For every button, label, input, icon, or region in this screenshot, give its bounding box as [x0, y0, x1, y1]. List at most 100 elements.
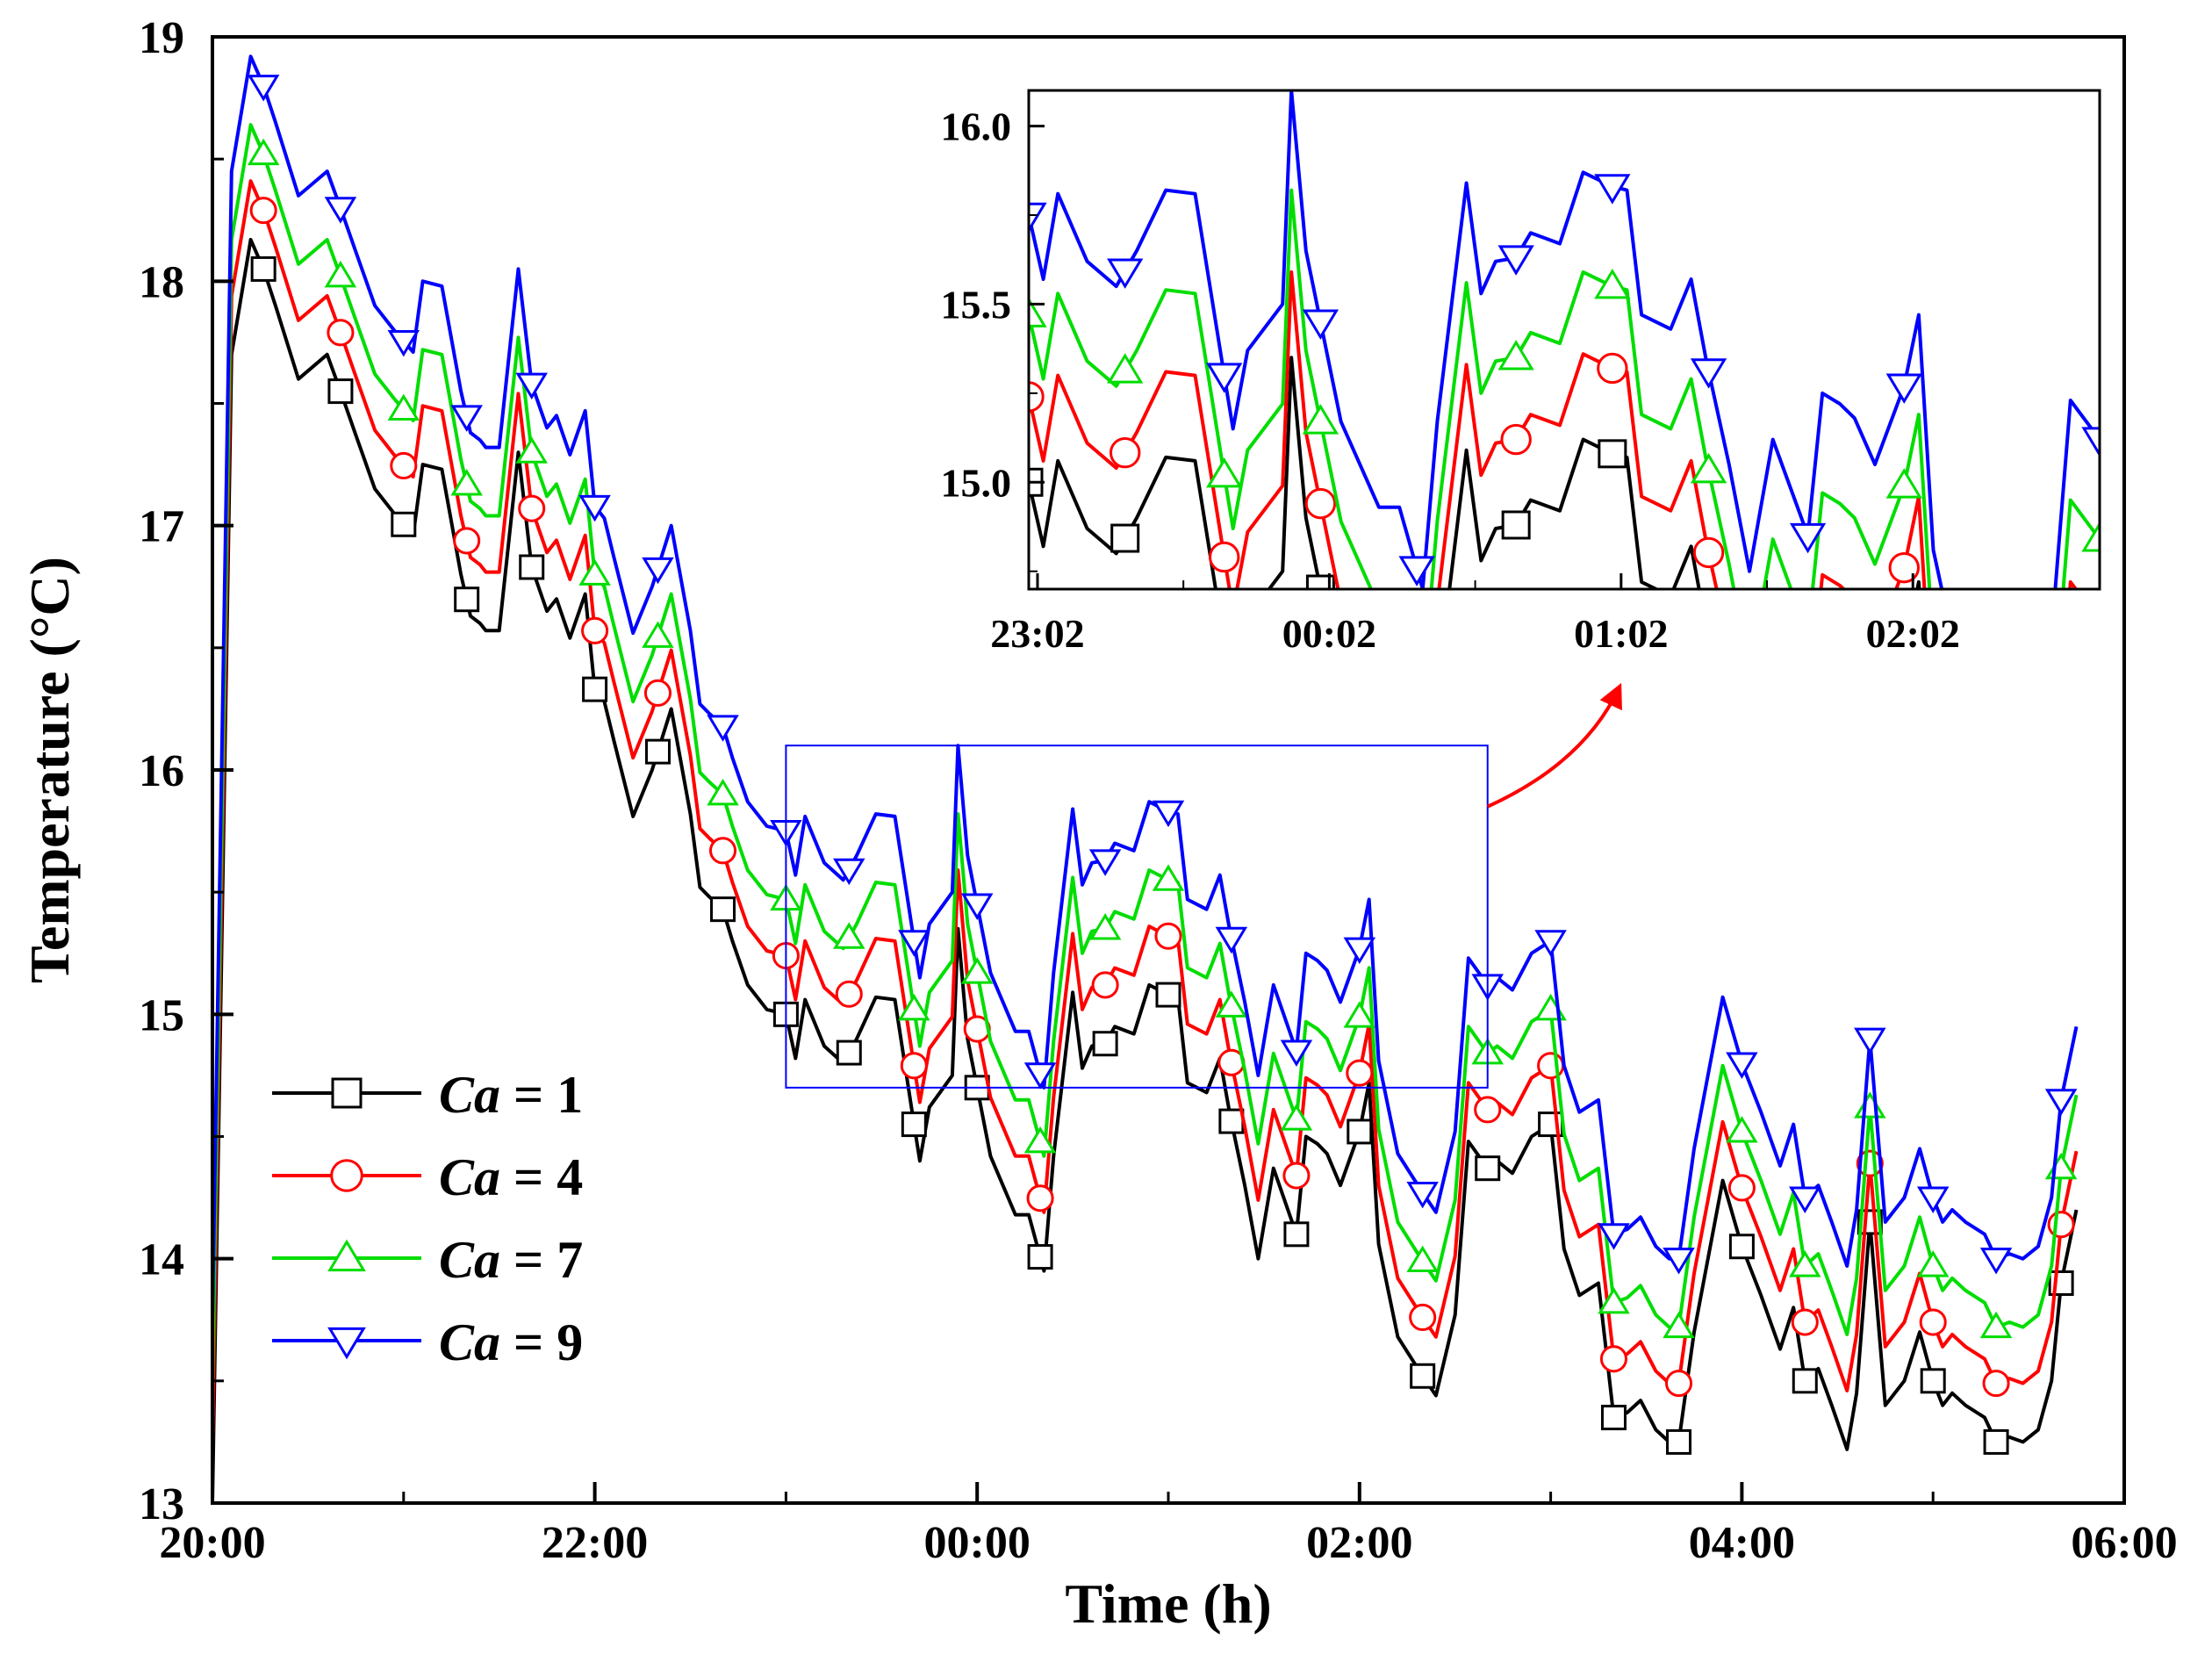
- inset-data-point-marker: [1302, 404, 1339, 435]
- legend-label: Ca = 9: [439, 1313, 583, 1371]
- series-line: [212, 238, 2079, 1503]
- inset-series-group: [1029, 90, 2100, 589]
- inset-data-point-marker: [1302, 309, 1339, 340]
- data-point-marker: [1280, 1040, 1313, 1067]
- data-point-marker: [1282, 1162, 1311, 1190]
- main-clip-group: [212, 54, 2079, 1503]
- data-point-marker: [1792, 1368, 1818, 1394]
- data-point-marker: [247, 75, 280, 102]
- y-tick-label: 15: [139, 990, 184, 1040]
- data-point-marker: [1982, 1370, 2010, 1398]
- data-point-marker: [2047, 1211, 2075, 1239]
- inset-series-line: [1029, 90, 2100, 589]
- y-tick-label: 16: [139, 746, 184, 796]
- x-tick-label: 00:00: [924, 1518, 1031, 1568]
- data-point-marker: [327, 378, 354, 405]
- data-point-marker: [1599, 1345, 1628, 1373]
- data-point-marker: [1154, 922, 1182, 950]
- legend: Ca = 1 Ca = 4 Ca = 7 Ca = 9: [272, 1066, 583, 1371]
- data-point-marker: [1726, 1052, 1758, 1079]
- inset-data-point-marker: [1029, 202, 1047, 234]
- x-tick-label: 02:00: [1306, 1518, 1412, 1568]
- data-point-marker: [1215, 990, 1248, 1018]
- data-point-marker: [387, 329, 420, 357]
- inset-series-line: [1029, 188, 2100, 589]
- data-point-marker: [519, 554, 545, 580]
- inset-data-point-marker: [1500, 423, 1532, 456]
- data-point-marker: [1218, 1108, 1245, 1134]
- inset-y-tick-label: 16.0: [941, 104, 1012, 149]
- data-point-marker: [900, 1052, 928, 1080]
- data-point-marker: [1979, 1248, 2013, 1275]
- inset-series-2: [1029, 270, 2079, 589]
- data-point-marker: [1088, 913, 1122, 940]
- inset-data-point-marker: [1690, 452, 1727, 484]
- inset-data-point-marker: [1110, 436, 1141, 469]
- x-tick-label: 22:00: [542, 1518, 648, 1568]
- x-tick-label: 20:00: [159, 1518, 265, 1568]
- data-point-marker: [1026, 1184, 1054, 1212]
- zoom-region-box: [785, 745, 1489, 1089]
- inset-chart: 23:02 00:02 01:02 02:02 15.0 15.5 16.0: [941, 89, 2101, 656]
- data-point-marker: [453, 527, 481, 555]
- legend-label: Ca = 1: [439, 1066, 583, 1124]
- data-point-marker: [1726, 1116, 1758, 1143]
- inset-y-tick-label: 15.5: [941, 282, 1012, 327]
- inset-data-point-marker: [1304, 487, 1337, 520]
- inset-data-point-marker: [1597, 352, 1628, 385]
- data-point-marker: [644, 738, 671, 765]
- data-point-marker: [515, 436, 548, 464]
- data-point-marker: [1666, 1428, 1692, 1455]
- legend-item-4: Ca = 9: [272, 1313, 583, 1371]
- inset-data-point-marker: [1885, 468, 1922, 499]
- data-point-marker: [1600, 1405, 1627, 1431]
- inset-x-tick-label: 02:02: [1866, 611, 1960, 656]
- y-axis-title: Temperature (°C): [18, 557, 81, 983]
- inset-data-point-marker: [1789, 522, 1827, 554]
- inset-x-tick-label: 00:02: [1282, 611, 1376, 656]
- data-point-marker: [2048, 1270, 2074, 1296]
- data-point-marker: [450, 469, 483, 496]
- data-point-marker: [1406, 1245, 1439, 1272]
- data-point-marker: [708, 837, 737, 865]
- inset-x-tick-label: 01:02: [1574, 611, 1668, 656]
- data-point-marker: [833, 858, 865, 886]
- data-point-marker: [836, 1040, 862, 1066]
- data-point-marker: [387, 393, 420, 421]
- inset-frame: [1027, 89, 2101, 591]
- data-point-marker: [1409, 1303, 1437, 1332]
- inset-data-point-marker: [1594, 174, 1631, 205]
- data-point-marker: [324, 260, 357, 288]
- data-point-marker: [707, 778, 739, 806]
- data-point-marker: [1410, 1363, 1436, 1389]
- data-point-marker: [1789, 1250, 1821, 1277]
- data-point-marker: [898, 993, 930, 1021]
- inset-data-point-marker: [1107, 258, 1144, 289]
- data-point-marker: [1916, 1186, 1950, 1213]
- legend-marker: [327, 1327, 366, 1360]
- data-point-marker: [1406, 1181, 1439, 1209]
- data-point-marker: [1343, 937, 1376, 965]
- data-point-marker: [1092, 1031, 1118, 1057]
- inset-data-point-marker: [1888, 551, 1920, 584]
- data-point-marker: [1346, 1059, 1374, 1087]
- x-tick-label: 06:00: [2071, 1518, 2177, 1568]
- data-point-marker: [1088, 849, 1122, 876]
- inset-data-point-marker: [1501, 510, 1531, 540]
- inset-data-point-marker: [1209, 541, 1240, 573]
- data-point-marker: [1598, 1223, 1630, 1250]
- y-tick-label: 17: [139, 502, 184, 552]
- legend-item-3: Ca = 7: [272, 1231, 583, 1289]
- legend-label: Ca = 4: [439, 1148, 583, 1206]
- data-point-marker: [2044, 1089, 2078, 1116]
- data-point-marker: [707, 715, 739, 742]
- data-point-marker: [833, 922, 865, 949]
- data-point-marker: [1598, 1286, 1630, 1314]
- inset-data-point-marker: [1107, 353, 1144, 384]
- data-point-marker: [898, 930, 930, 957]
- data-point-marker: [1983, 1428, 2009, 1455]
- data-point-marker: [1027, 1244, 1053, 1270]
- x-axis-title: Time (h): [1065, 1572, 1271, 1635]
